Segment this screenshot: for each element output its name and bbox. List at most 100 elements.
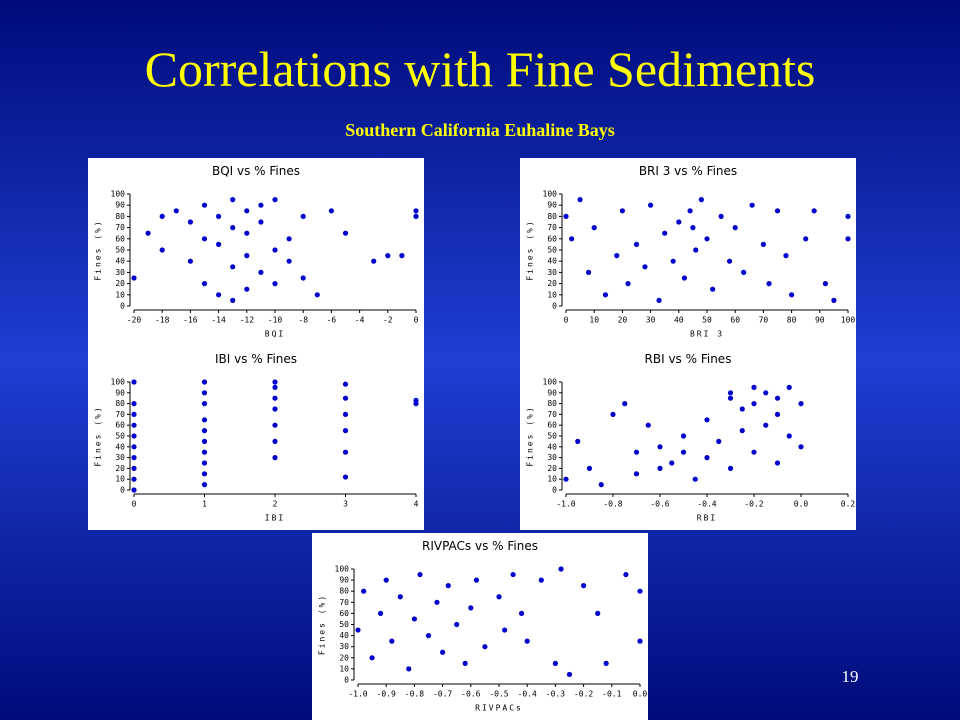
point — [272, 379, 278, 385]
point — [244, 286, 250, 292]
point — [272, 247, 278, 253]
panel-background — [520, 346, 856, 530]
point — [131, 455, 137, 461]
x-tick-label: -0.4 — [697, 500, 716, 509]
chart-panel: BRI 3 vs % Fines BRI 3 Fines (%) 0 10 20 30 40 5… — [520, 158, 856, 346]
x-tick-label: -0.2 — [574, 690, 593, 699]
point — [727, 465, 734, 471]
y-tick-label: 40 — [115, 257, 125, 266]
y-tick-label: 10 — [547, 475, 557, 484]
y-tick-label: 60 — [115, 234, 125, 243]
point — [789, 292, 795, 298]
y-tick-label: 80 — [547, 212, 557, 221]
point — [598, 482, 604, 488]
point — [822, 281, 829, 287]
point — [201, 202, 208, 208]
point — [680, 433, 687, 439]
point — [201, 482, 208, 488]
point — [704, 236, 710, 242]
point — [230, 197, 236, 203]
point — [577, 197, 583, 203]
y-tick-label: 60 — [547, 421, 557, 430]
y-tick-label: 40 — [115, 442, 125, 451]
point — [216, 241, 222, 247]
point — [406, 666, 412, 672]
x-tick-label: 0 — [414, 316, 419, 325]
point — [751, 384, 757, 390]
x-tick-label: 1 — [202, 500, 207, 509]
point — [272, 455, 278, 461]
x-tick-label: -0.2 — [744, 500, 763, 509]
y-tick-label: 60 — [547, 234, 557, 243]
point — [581, 583, 587, 589]
y-tick-label: 80 — [115, 212, 125, 221]
y-tick-label: 80 — [339, 587, 349, 596]
point — [774, 208, 781, 214]
point — [342, 411, 349, 417]
y-tick-label: 30 — [115, 268, 125, 277]
point — [131, 401, 137, 407]
point — [201, 417, 208, 423]
point — [411, 616, 417, 622]
x-tick-label: -0.7 — [433, 690, 452, 699]
point — [131, 275, 137, 281]
point — [272, 395, 278, 401]
point — [763, 422, 769, 428]
point — [566, 671, 573, 678]
y-tick-label: 90 — [339, 576, 349, 585]
y-tick-label: 10 — [339, 664, 349, 673]
point — [159, 247, 165, 253]
y-tick-label: 30 — [547, 268, 557, 277]
point — [342, 230, 349, 236]
y-tick-label: 40 — [547, 257, 557, 266]
y-tick-label: 20 — [547, 279, 557, 288]
point — [732, 225, 738, 231]
point — [692, 476, 698, 482]
y-tick-label: 90 — [547, 201, 557, 210]
point — [216, 292, 222, 298]
x-tick-label: -6 — [327, 316, 337, 325]
y-tick-label: 70 — [547, 223, 557, 232]
y-tick-label: 0 — [344, 676, 349, 685]
point — [201, 471, 208, 477]
point — [413, 213, 419, 219]
y-tick-label: 100 — [335, 565, 350, 574]
y-tick-label: 40 — [547, 442, 557, 451]
point — [145, 230, 151, 236]
x-tick-label: 0 — [132, 500, 137, 509]
point — [538, 577, 544, 583]
slide-title: Correlations with Fine Sediments — [145, 41, 816, 97]
y-tick-label: 70 — [115, 223, 125, 232]
point — [258, 202, 264, 208]
y-tick-label: 50 — [115, 246, 125, 255]
point — [774, 411, 781, 417]
point — [645, 422, 651, 428]
y-tick-label: 90 — [547, 388, 557, 397]
point — [693, 247, 699, 253]
point — [603, 660, 609, 666]
point — [201, 401, 208, 407]
page-number: 19 — [842, 667, 859, 686]
point — [286, 258, 292, 264]
y-tick-label: 60 — [115, 421, 125, 430]
y-tick-label: 0 — [552, 486, 557, 495]
x-tick-label: -2 — [383, 316, 393, 325]
point — [774, 395, 781, 401]
x-tick-label: -0.8 — [603, 500, 622, 509]
point — [159, 213, 165, 219]
point — [342, 428, 349, 434]
chart-title: BRI 3 vs % Fines — [639, 164, 737, 178]
point — [657, 465, 663, 471]
point — [445, 583, 451, 589]
x-tick-label: -16 — [183, 316, 198, 325]
panel-background — [520, 158, 856, 346]
point — [657, 444, 663, 450]
x-tick-label: 40 — [674, 316, 684, 325]
y-axis-label: Fines (%) — [94, 219, 103, 280]
point — [558, 566, 564, 572]
point — [385, 253, 391, 259]
point — [648, 202, 654, 208]
point — [371, 258, 377, 264]
point — [187, 258, 193, 264]
chart-panel: RIVPACs vs % Fines RIVPACs Fines (%) 0 10 20 3… — [312, 533, 648, 720]
